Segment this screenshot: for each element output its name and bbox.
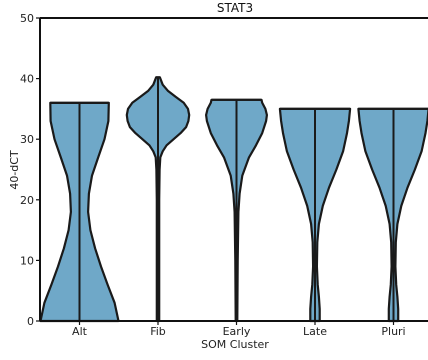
y-tick-label-10: 10 [20,254,34,267]
y-axis-title: 40-dCT [8,150,21,190]
y-tick-label-40: 40 [20,73,34,86]
x-tick-label-fib: Fib [150,325,166,338]
x-tick-label-early: Early [223,325,251,338]
x-tick-label-pluri: Pluri [381,325,405,338]
violin-layer [39,76,428,323]
y-tick-label-50: 50 [20,12,34,25]
x-tick-label-late: Late [303,325,327,338]
chart-title: STAT3 [217,1,253,15]
x-axis-title: SOM Cluster [201,338,269,351]
axes: 0 10 20 30 40 50 Alt Fib Early Late Pluri [20,12,428,338]
y-tick-label-20: 20 [20,194,34,207]
y-tick-label-30: 30 [20,133,34,146]
y-tick-label-0: 0 [27,315,34,328]
x-tick-label-alt: Alt [72,325,88,338]
